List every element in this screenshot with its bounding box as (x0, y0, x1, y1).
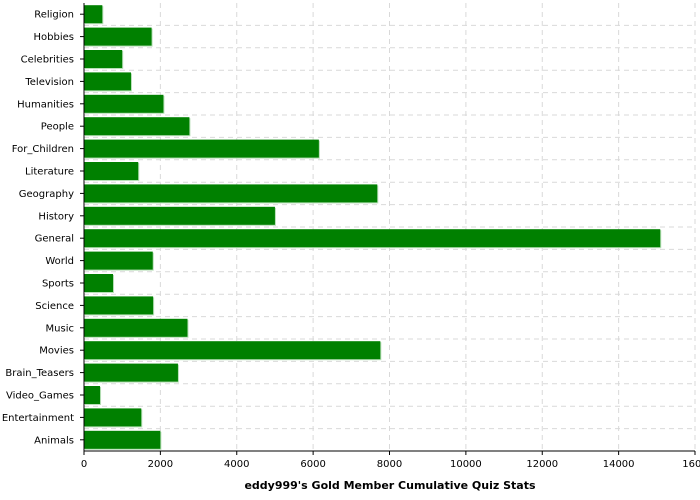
bar-science (84, 296, 154, 315)
y-tick-label: Sports (42, 279, 74, 290)
x-tick-label: 1600 (682, 459, 700, 470)
bar-religion (84, 5, 103, 24)
bar-television (84, 72, 131, 91)
bar-hobbies (84, 27, 152, 46)
grid-lines (84, 3, 696, 451)
x-tick-label: 2000 (148, 459, 173, 470)
y-tick-label: Hobbies (34, 32, 74, 43)
bar-people (84, 117, 190, 136)
y-tick-label: General (35, 234, 74, 245)
y-tick-label: Movies (39, 346, 74, 357)
y-tick-label: Geography (19, 189, 74, 200)
y-tick-label: Celebrities (21, 55, 74, 66)
bar-movies (84, 341, 381, 360)
y-tick-label: Science (35, 301, 74, 312)
bar-video-games (84, 386, 101, 404)
bar-general (84, 229, 661, 248)
bar-world (84, 251, 153, 270)
y-tick-label: For_Children (12, 144, 74, 155)
bar-history (84, 206, 275, 225)
axes: 0 2000 4000 6000 8000 10000 12000 14000 1600 Reli… (2, 3, 700, 470)
y-tick-label: Religion (34, 10, 74, 21)
bar-geography (84, 184, 378, 203)
bar-for-children (84, 139, 319, 158)
y-tick-label: Entertainment (2, 413, 74, 424)
bar-sports (84, 274, 114, 292)
bar-animals (84, 430, 161, 449)
bar-brain-teasers (84, 363, 178, 382)
y-tick-label: History (38, 211, 74, 222)
y-tick-label: Music (46, 323, 74, 334)
bar-music (84, 318, 188, 337)
x-tick-label: 12000 (526, 459, 558, 470)
y-tick-label: World (45, 256, 74, 267)
y-tick-label: People (41, 122, 74, 133)
bar-celebrities (84, 50, 123, 68)
x-tick-label: 6000 (300, 459, 325, 470)
x-tick-label: 14000 (603, 459, 635, 470)
y-tick-label: Humanities (17, 99, 74, 110)
x-tick-label: 8000 (377, 459, 402, 470)
y-tick-label: Animals (34, 435, 74, 446)
bar-entertainment (84, 408, 142, 427)
x-axis-label: eddy999's Gold Member Cumulative Quiz St… (244, 479, 536, 492)
x-tick-label: 0 (81, 459, 87, 470)
x-tick-label: 4000 (224, 459, 249, 470)
y-tick-label: Literature (25, 167, 74, 178)
bars (84, 5, 662, 450)
x-tick-label: 10000 (450, 459, 482, 470)
y-tick-label: Brain_Teasers (5, 368, 74, 379)
y-tick-label: Video_Games (6, 391, 74, 402)
bar-humanities (84, 94, 164, 113)
y-tick-label: Television (24, 77, 74, 88)
bar-literature (84, 162, 139, 180)
